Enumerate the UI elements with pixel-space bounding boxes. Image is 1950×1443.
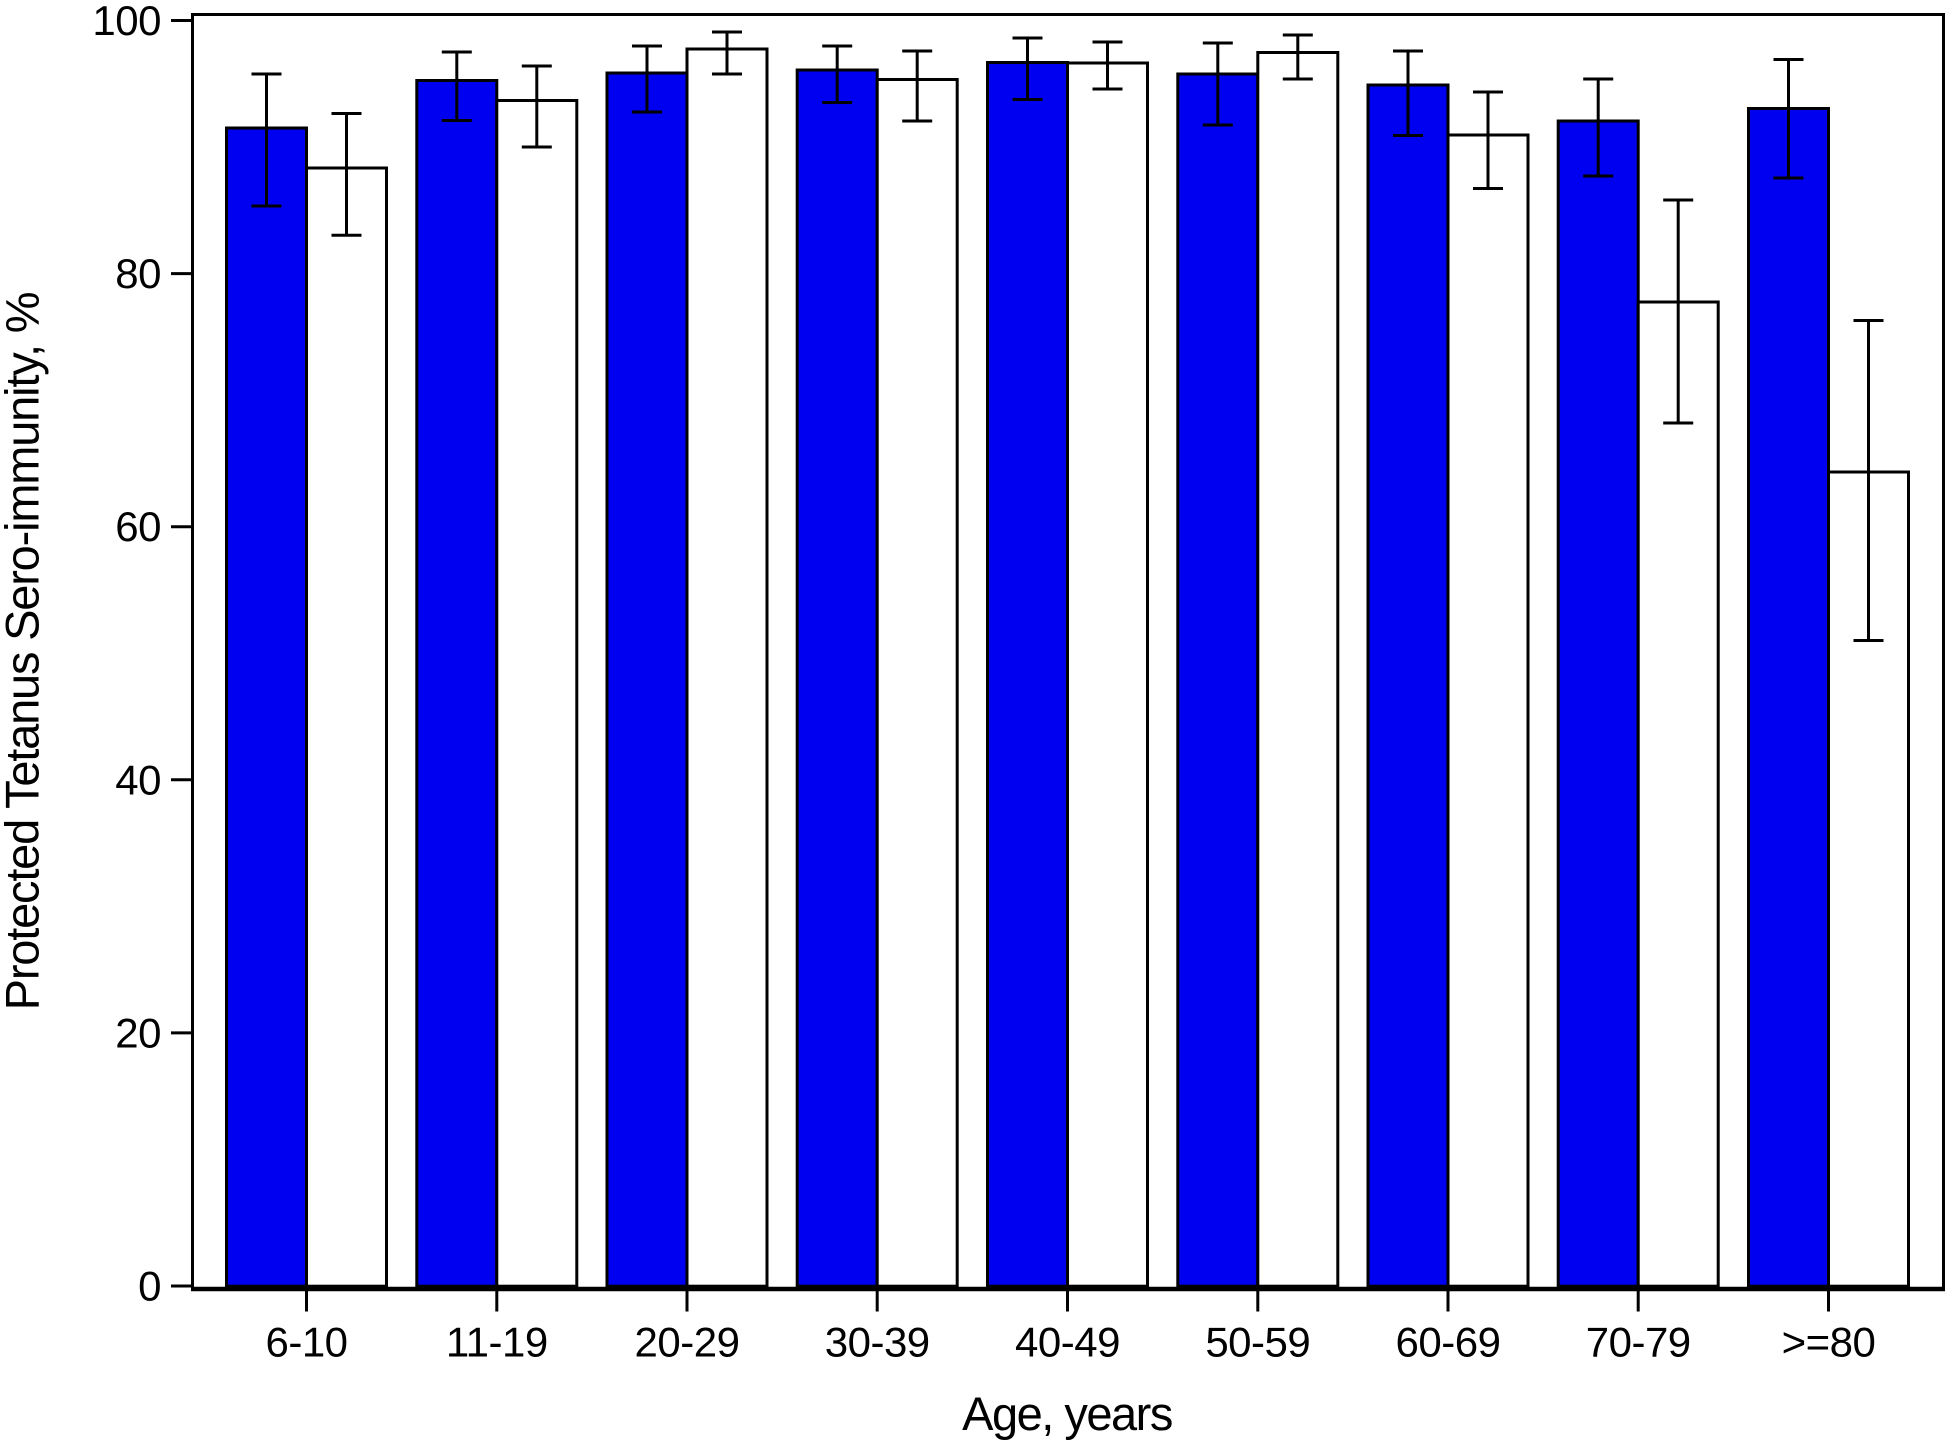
svg-text:100: 100 xyxy=(92,0,161,44)
svg-text:Age, years: Age, years xyxy=(962,1387,1172,1440)
svg-text:30-39: 30-39 xyxy=(825,1319,930,1366)
svg-text:60: 60 xyxy=(115,503,161,550)
svg-text:80: 80 xyxy=(115,250,161,297)
svg-text:11-19: 11-19 xyxy=(446,1319,548,1366)
svg-text:60-69: 60-69 xyxy=(1396,1319,1501,1366)
svg-text:Protected Tetanus Sero-immunit: Protected Tetanus Sero-immunity, % xyxy=(0,292,49,1010)
svg-text:0: 0 xyxy=(138,1263,161,1310)
svg-text:40: 40 xyxy=(115,756,161,803)
svg-text:6-10: 6-10 xyxy=(265,1319,347,1366)
svg-text:70-79: 70-79 xyxy=(1586,1319,1691,1366)
svg-text:20-29: 20-29 xyxy=(635,1319,740,1366)
svg-text:>=80: >=80 xyxy=(1782,1319,1876,1366)
svg-text:20: 20 xyxy=(115,1009,161,1056)
svg-text:50-59: 50-59 xyxy=(1205,1319,1310,1366)
svg-text:40-49: 40-49 xyxy=(1015,1319,1120,1366)
